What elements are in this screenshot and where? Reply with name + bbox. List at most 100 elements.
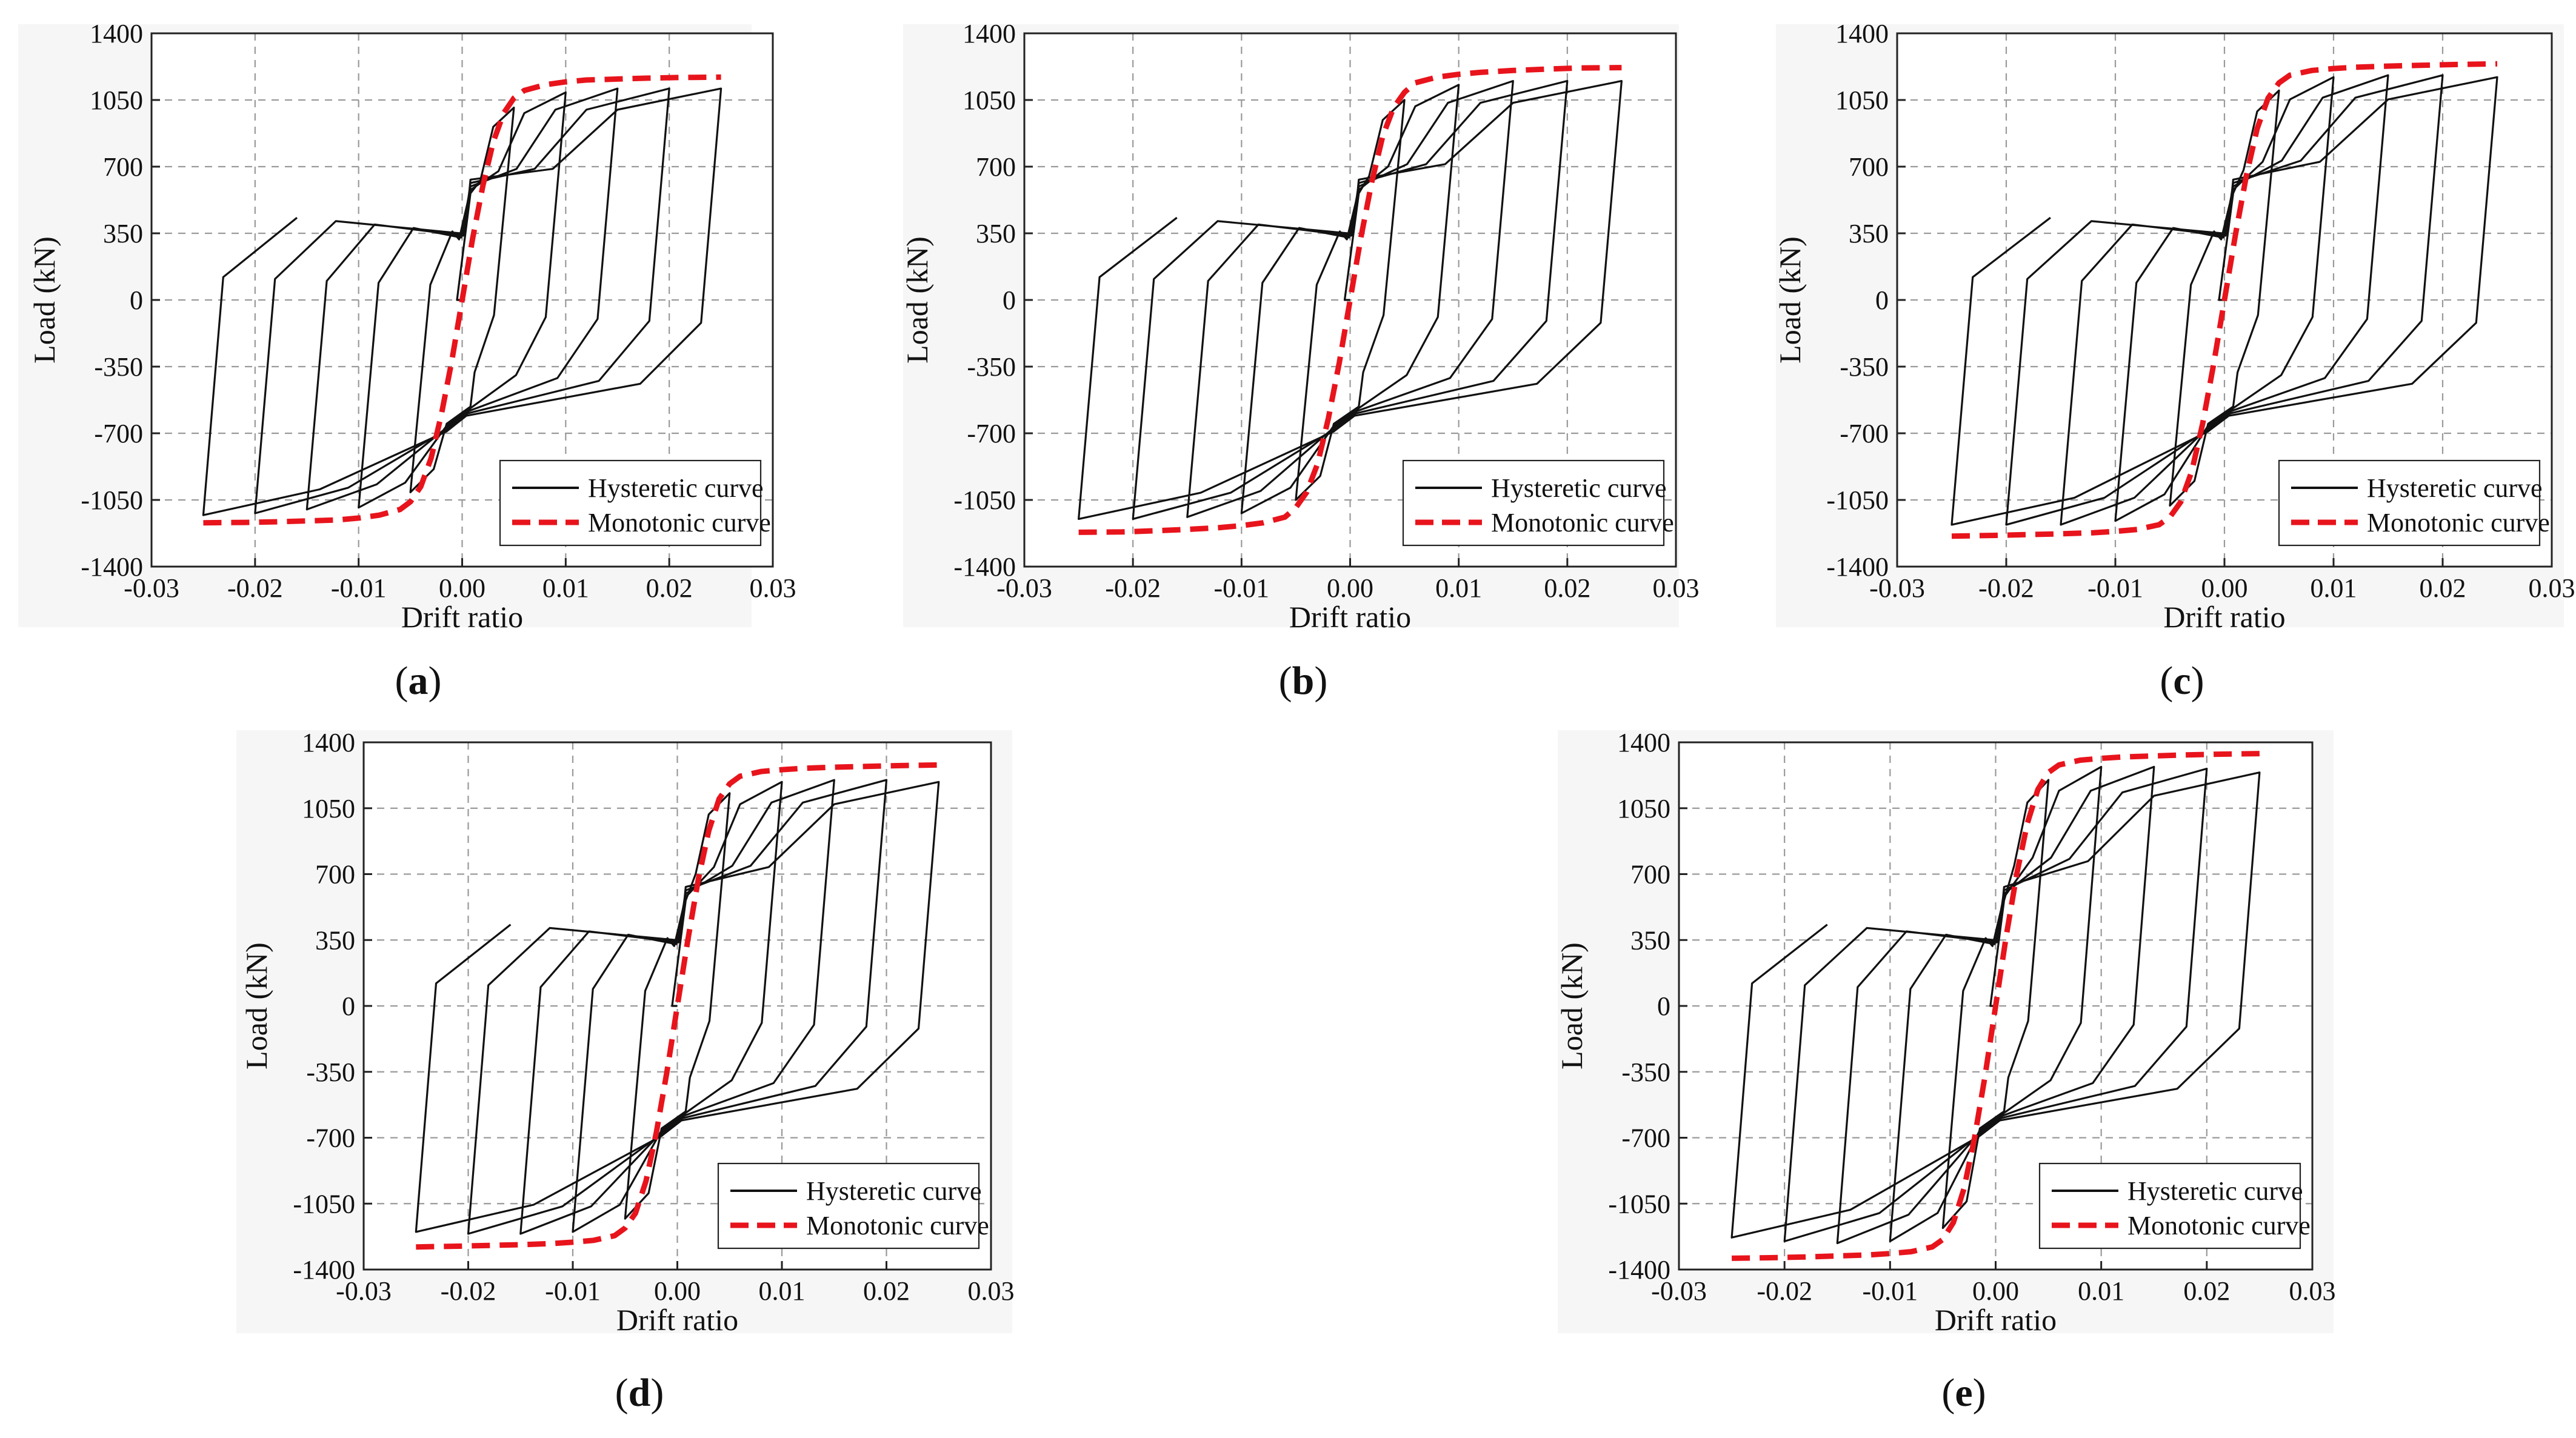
y-tick-label: -1050 (81, 485, 143, 515)
y-axis-title: Load (kN) (1773, 236, 1807, 364)
x-axis-title: Drift ratio (1935, 1303, 2057, 1337)
x-tick-label: 0.03 (1653, 573, 1700, 603)
chart-panel-b: -0.03 -0.02 -0.01 0.00 0.01 0.02 0.03 1400 1050 7… (900, 19, 1700, 703)
y-tick-label: 1050 (963, 85, 1016, 115)
legend: Hysteretic curve Monotonic curve (717, 1162, 989, 1250)
x-tick-label: 0.01 (2078, 1276, 2124, 1306)
x-tick-label: 0.00 (654, 1276, 701, 1306)
x-tick-label: 0.02 (863, 1276, 910, 1306)
y-tick-label: -350 (1840, 352, 1889, 382)
y-tick-label: -1400 (1826, 552, 1889, 582)
monotonic-curve (203, 74, 721, 526)
legend-label-hysteretic: Hysteretic curve (588, 473, 764, 503)
monotonic-curve (1732, 751, 2260, 1261)
y-tick-label: -350 (94, 352, 143, 382)
x-tick-label: -0.01 (545, 1276, 601, 1306)
y-tick-label: -1400 (1608, 1255, 1670, 1285)
x-tick-label: -0.01 (331, 573, 387, 603)
y-axis-title: Load (kN) (1555, 942, 1589, 1070)
chart-panel-e: -0.03 -0.02 -0.01 0.00 0.01 0.02 0.03 1400 1050 7… (1555, 728, 2336, 1415)
y-tick-label: -700 (1621, 1123, 1670, 1153)
legend-box (499, 459, 762, 547)
x-tick-label: 0.01 (1435, 573, 1482, 603)
monotonic-curve (1078, 65, 1622, 535)
y-tick-label: 1400 (963, 19, 1016, 48)
panel-label-letter: a (409, 659, 429, 703)
y-tick-label: -1050 (1608, 1189, 1670, 1219)
y-tick-label: 1400 (302, 728, 355, 757)
y-tick-label: 0 (342, 991, 355, 1021)
x-tick-label: 0.01 (542, 573, 589, 603)
panel-label: (e) (1941, 1371, 1986, 1415)
x-tick-label: -0.02 (1105, 573, 1161, 603)
y-axis-title: Load (kN) (239, 942, 273, 1070)
y-tick-label: -1400 (953, 552, 1016, 582)
hysteretic-curve (1730, 765, 2261, 1245)
y-tick-label: 350 (976, 219, 1016, 248)
legend: Hysteretic curve Monotonic curve (1402, 459, 1674, 547)
x-tick-label: -0.02 (1978, 573, 2034, 603)
monotonic-curve (416, 762, 939, 1250)
panel-label-close: ) (1973, 1371, 1986, 1415)
y-tick-label: -350 (967, 352, 1016, 382)
y-tick-label: 0 (1003, 285, 1016, 315)
y-tick-label: 1050 (302, 794, 355, 824)
x-axis-title: Drift ratio (2163, 600, 2285, 634)
plot-frame (1678, 741, 2314, 1271)
y-tick-label: -700 (967, 419, 1016, 448)
panel-label-open: ( (1279, 659, 1292, 703)
y-tick-label: -700 (306, 1123, 355, 1153)
y-tick-label: -1050 (1826, 485, 1889, 515)
y-tick-label: 350 (1630, 925, 1670, 955)
x-tick-label: 0.03 (968, 1276, 1015, 1306)
plot-frame (1896, 32, 2553, 568)
legend-label-monotonic: Monotonic curve (1491, 508, 1674, 538)
x-tick-label: 0.01 (2311, 573, 2357, 603)
panel-label: (b) (1279, 659, 1328, 703)
x-tick-label: 0.02 (646, 573, 693, 603)
y-tick-label: 350 (1849, 219, 1889, 248)
x-tick-label: 0.00 (439, 573, 486, 603)
x-tick-label: -0.03 (1651, 1276, 1707, 1306)
panel-label-letter: d (629, 1371, 651, 1415)
panel-label-close: ) (429, 659, 442, 703)
x-tick-label: 0.03 (750, 573, 796, 603)
y-tick-label: -350 (1621, 1057, 1670, 1087)
y-tick-label: -700 (1840, 419, 1889, 448)
legend-label-hysteretic: Hysteretic curve (2127, 1176, 2303, 1206)
panel-label-close: ) (1314, 659, 1327, 703)
panel-label: (a) (395, 659, 442, 703)
legend-box (1402, 459, 1665, 547)
panel-label: (c) (2160, 659, 2204, 703)
x-tick-label: -0.03 (336, 1276, 392, 1306)
x-tick-label: -0.01 (1863, 1276, 1918, 1306)
x-tick-label: -0.02 (441, 1276, 496, 1306)
legend-box (2038, 1162, 2301, 1250)
y-tick-label: 1050 (1617, 794, 1670, 824)
x-tick-label: 0.01 (759, 1276, 806, 1306)
y-tick-label: 700 (103, 152, 143, 182)
x-tick-label: -0.01 (2087, 573, 2143, 603)
panel-label-close: ) (650, 1371, 664, 1415)
legend: Hysteretic curve Monotonic curve (499, 459, 771, 547)
x-tick-label: -0.03 (124, 573, 179, 603)
y-tick-label: 350 (103, 219, 143, 248)
y-tick-label: -700 (94, 419, 143, 448)
x-tick-label: 0.00 (2201, 573, 2248, 603)
chart-panel-c: -0.03 -0.02 -0.01 0.00 0.01 0.02 0.03 1400 1050 7… (1773, 19, 2575, 703)
y-tick-label: 700 (976, 152, 1016, 182)
x-tick-label: 0.03 (2289, 1276, 2336, 1306)
y-tick-label: 700 (1849, 152, 1889, 182)
x-axis-title: Drift ratio (401, 600, 523, 634)
x-tick-label: 0.00 (1972, 1276, 2019, 1306)
legend-label-monotonic: Monotonic curve (2367, 508, 2550, 538)
chart-panel-d: -0.03 -0.02 -0.01 0.00 0.01 0.02 0.03 1400 1050 7… (236, 728, 1015, 1415)
y-tick-label: 0 (1875, 285, 1889, 315)
monotonic-curve (1951, 61, 2498, 539)
panel-label-open: ( (2160, 659, 2173, 703)
x-tick-label: 0.02 (2420, 573, 2466, 603)
y-tick-label: 700 (315, 860, 355, 890)
panel-label: (d) (615, 1371, 664, 1415)
legend-box (2278, 459, 2541, 547)
